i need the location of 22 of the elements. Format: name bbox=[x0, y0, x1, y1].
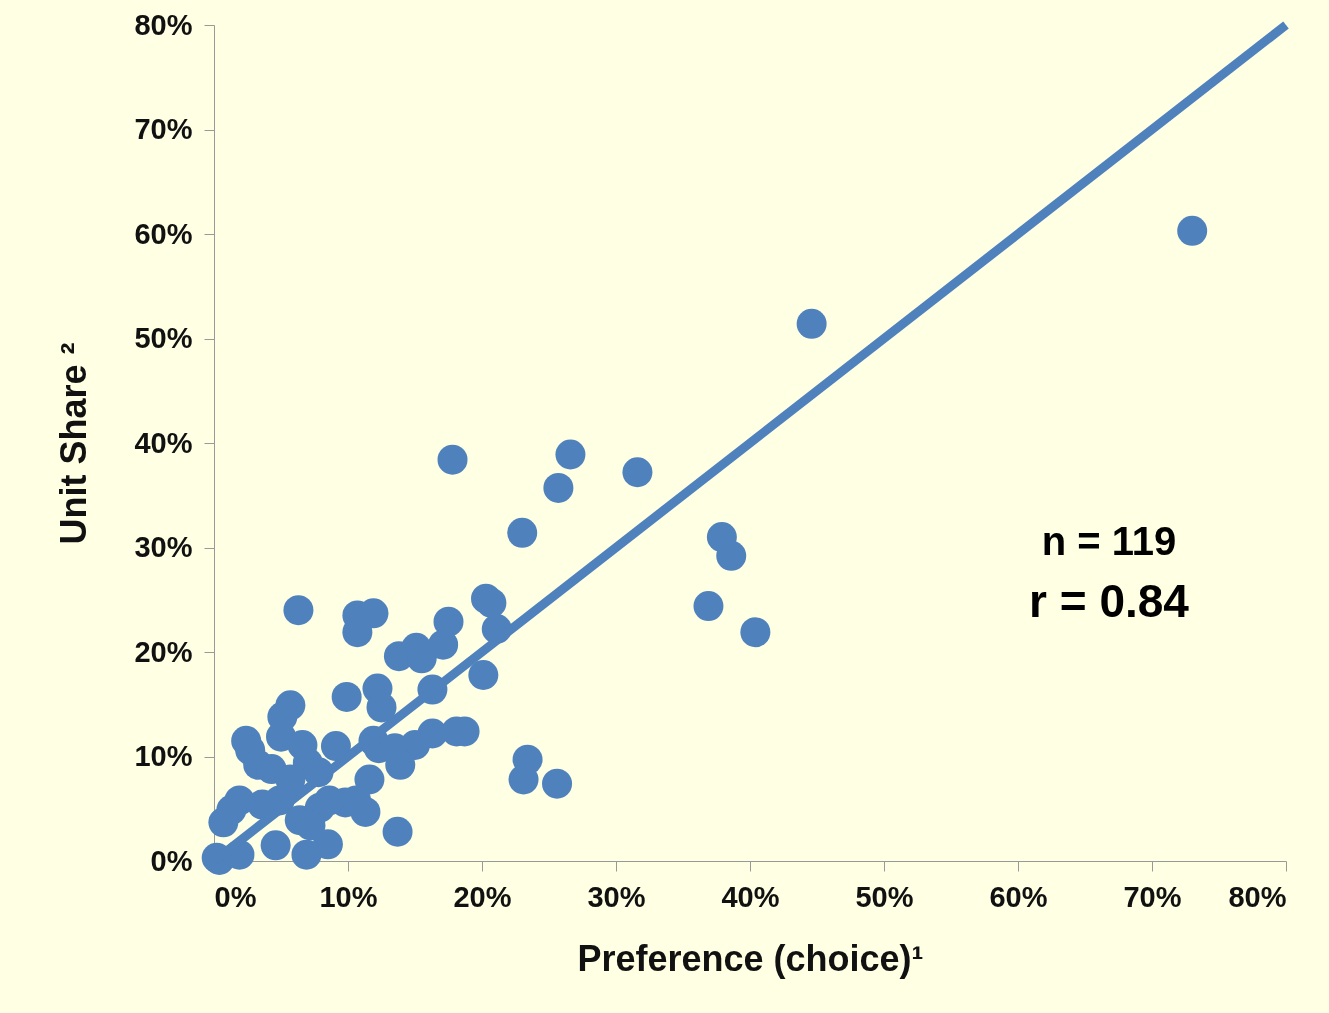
y-tick-label: 80% bbox=[134, 8, 193, 41]
y-tick-label: 20% bbox=[134, 635, 193, 668]
y-tick-label: 30% bbox=[134, 531, 193, 563]
y-tick-label: 10% bbox=[134, 740, 193, 772]
x-tick-label: 0% bbox=[214, 880, 257, 913]
x-tick-label: 40% bbox=[721, 880, 780, 913]
x-tick-label: 10% bbox=[319, 880, 378, 913]
y-tick-label: 0% bbox=[150, 844, 193, 877]
x-tick-label: 60% bbox=[989, 880, 1048, 913]
y-tick-label: 50% bbox=[134, 322, 193, 354]
x-tick-label: 30% bbox=[587, 880, 646, 913]
x-tick-label: 70% bbox=[1123, 880, 1182, 913]
x-axis-title: Preference (choice)¹ bbox=[577, 937, 924, 979]
y-tick-label: 40% bbox=[134, 426, 193, 459]
y-tick-label: 70% bbox=[134, 113, 193, 145]
x-tick-label: 20% bbox=[453, 880, 512, 913]
y-axis-title: Unit Share ² bbox=[53, 342, 95, 545]
x-tick-label: 50% bbox=[855, 880, 914, 913]
annotation: r = 0.84 bbox=[1029, 575, 1190, 627]
annotation: n = 119 bbox=[1041, 519, 1177, 563]
x-tick-label: 80% bbox=[1228, 880, 1287, 913]
y-tick-label: 60% bbox=[134, 217, 193, 250]
